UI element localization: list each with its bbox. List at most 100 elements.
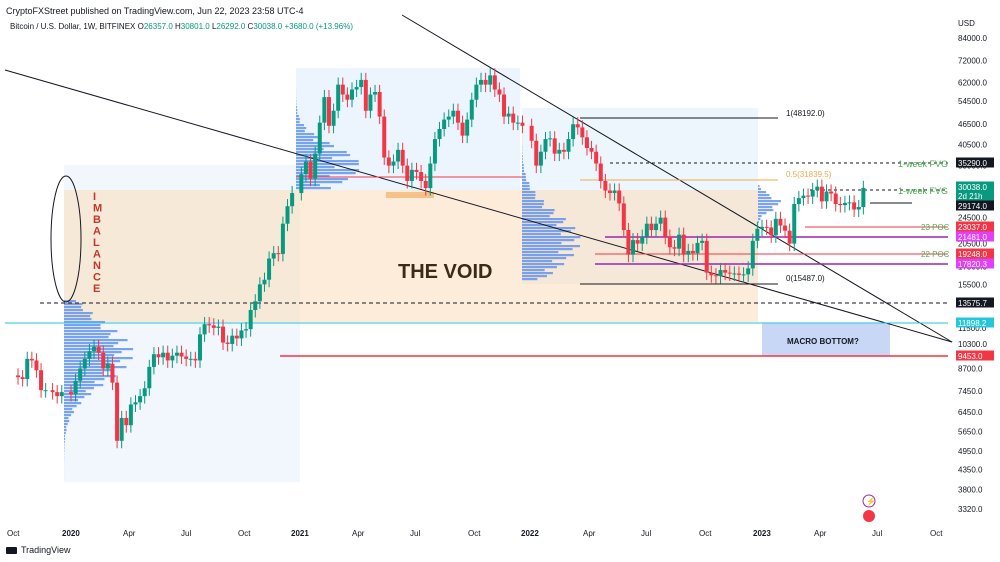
candle-body (308, 161, 313, 179)
price-label: 21481.0 (958, 233, 987, 242)
price-label-box (956, 190, 994, 201)
profile-bar (64, 345, 114, 348)
candle-body (345, 94, 350, 100)
candle-body (248, 310, 253, 330)
candle-body (852, 202, 857, 210)
candle-body (285, 206, 290, 224)
profile-bar (522, 236, 581, 239)
tradingview-brand[interactable]: TradingView (6, 545, 71, 555)
profile-bar (296, 136, 318, 139)
profile-bar (64, 321, 105, 324)
candle-body (29, 358, 34, 361)
profile-bar (758, 215, 762, 218)
void-zone (64, 190, 758, 322)
profile-bar (296, 133, 315, 136)
profile-bar (64, 306, 82, 309)
profile-bar (758, 185, 760, 188)
candle-body (239, 330, 244, 339)
profile-bar (64, 432, 66, 435)
candle-body (658, 217, 663, 224)
candle-body (598, 163, 603, 181)
candle-body (584, 137, 589, 148)
candle-body (778, 218, 783, 226)
candle-body (520, 122, 525, 126)
candle-body (704, 240, 709, 273)
candle-body (713, 275, 718, 277)
profile-bar (522, 248, 573, 251)
candle-body (400, 149, 405, 166)
profile-bar (758, 191, 767, 194)
profile-bar (64, 414, 72, 417)
profile-bar (296, 148, 324, 151)
brand-label: TradingView (21, 545, 71, 555)
imbalance-letter: A (93, 249, 101, 261)
profile-bar (64, 417, 69, 420)
y-tick-label: 4350.0 (958, 466, 983, 475)
publisher-line: CryptoFXStreet published on TradingView.… (6, 6, 304, 16)
profile-bar (296, 172, 356, 175)
candle-body (221, 326, 226, 343)
profile-bar (64, 327, 101, 330)
x-tick-label: Jul (872, 529, 882, 538)
candle-body (667, 236, 672, 248)
x-tick-label: Oct (238, 529, 251, 538)
profile-bar (758, 194, 770, 197)
profile-bar (64, 405, 77, 408)
profile-bar (64, 309, 83, 312)
imbalance-letter: M (93, 203, 102, 215)
y-tick-label: 11500.0 (958, 324, 987, 333)
fib-1-label: 1(48192.0) (786, 109, 825, 118)
profile-bar (296, 130, 305, 133)
profile-bar (522, 179, 527, 182)
profile-bar (522, 164, 524, 167)
candle-body (299, 174, 304, 194)
candle-body (677, 234, 682, 249)
profile-bar (522, 170, 525, 173)
candle-body (142, 388, 147, 397)
high-label: H (175, 22, 181, 31)
profile-bar (64, 435, 65, 438)
candle-body (760, 226, 764, 229)
upper-trendline (401, 14, 953, 343)
candle-body (478, 79, 483, 85)
candle-body (741, 274, 746, 276)
candle-body (492, 75, 497, 90)
candle-body (644, 223, 649, 237)
candle-body (746, 268, 751, 275)
high-value: 30801.0 (180, 22, 210, 31)
profile-bar (758, 218, 761, 221)
candle-body (138, 396, 143, 403)
candle-body (202, 324, 207, 335)
x-tick-label: Jul (410, 529, 420, 538)
close-label: C (247, 22, 254, 31)
profile-bar (758, 209, 774, 212)
candle-body (474, 84, 479, 100)
candle-body (631, 240, 636, 255)
profile-bar (522, 224, 557, 227)
candle-body (20, 377, 25, 379)
price-label: 19248.0 (958, 250, 987, 259)
currency-label: USD (958, 19, 975, 28)
profile-bar (522, 203, 544, 206)
candle-body (861, 187, 866, 208)
candle-body (262, 279, 267, 285)
candle-body (589, 147, 594, 152)
low-label: L (211, 22, 217, 31)
price-label-box (956, 317, 994, 328)
candle-body (773, 218, 778, 236)
candles (16, 68, 866, 449)
candle-body (50, 390, 55, 393)
profile-bar (758, 197, 772, 200)
profile-bar (522, 188, 530, 191)
candle-body (124, 417, 129, 426)
candle-body (34, 360, 39, 371)
profile-bar (296, 124, 305, 127)
candle-body (336, 84, 341, 111)
candle-body (59, 392, 64, 397)
profile-bar (522, 230, 571, 233)
candle-body (211, 325, 216, 328)
candle-body (257, 284, 262, 302)
candle-body (92, 346, 97, 352)
y-tick-label: 54500.0 (958, 97, 987, 106)
